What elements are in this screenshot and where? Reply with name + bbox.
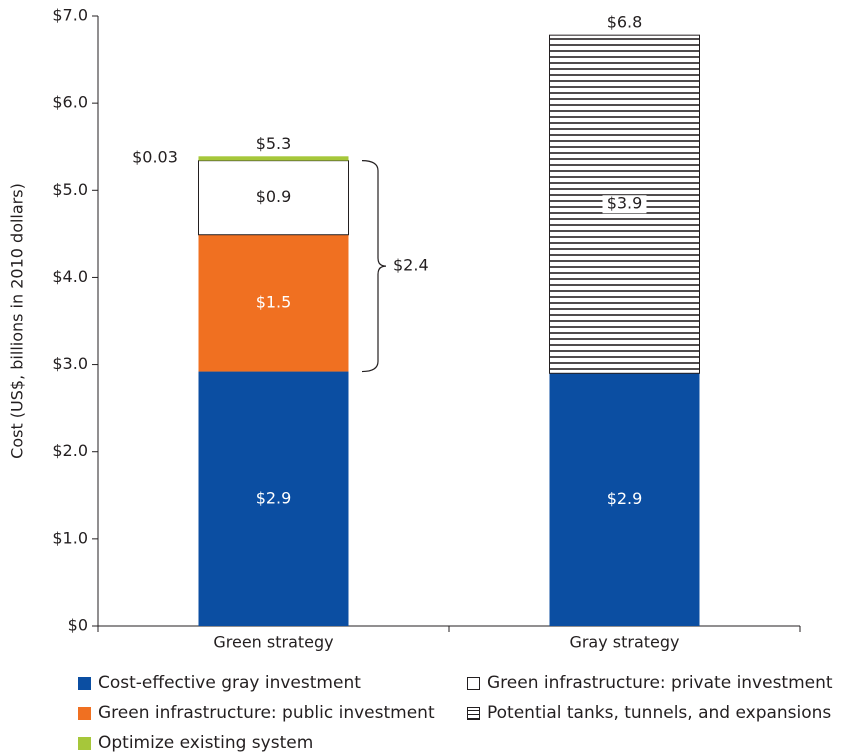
annotations: $0.03 $2.4 [132, 148, 429, 373]
x-tick-label: Green strategy [213, 633, 333, 652]
axes: $0 $1.0 $2.0 $3.0 $4.0 $5.0 $6.0 $7.0 Green stra… [8, 6, 801, 652]
label-backdrop [602, 195, 647, 214]
legend-swatch [78, 706, 91, 720]
optimize-value-label: $0.03 [132, 148, 178, 167]
legend-swatch [467, 676, 480, 690]
data-labels: $2.9 $1.5 $0.9 $5.3 $2.9 $3.9 $6.8 [256, 13, 647, 508]
legend-label: Optimize existing system [98, 733, 314, 753]
x-tick-label: Gray strategy [569, 633, 679, 652]
legend-label: Green infrastructure: public investment [98, 703, 435, 723]
legend-item-private-investment: Green infrastructure: private investment [467, 673, 833, 693]
y-tick-label: $7.0 [52, 6, 88, 25]
data-label: $3.9 [607, 194, 643, 213]
y-tick-label: $6.0 [52, 93, 88, 112]
bar-segment-public [198, 234, 349, 372]
data-label: $1.5 [256, 293, 292, 312]
bar-segment-gray_inv [198, 371, 349, 626]
total-label: $6.8 [607, 13, 643, 32]
y-tick-label: $1.0 [52, 528, 88, 547]
bar-segment-optimize [198, 156, 349, 161]
data-label: $0.9 [256, 187, 292, 206]
legend-item-optimize: Optimize existing system [78, 733, 313, 753]
legend-swatch [78, 736, 91, 750]
legend-swatch-hatched [467, 706, 480, 720]
legend-swatch [78, 676, 91, 690]
legend-item-gray-investment: Cost-effective gray investment [78, 673, 361, 693]
data-label: $2.9 [607, 489, 643, 508]
legend-item-tanks-tunnels: Potential tanks, tunnels, and expansions [467, 703, 831, 723]
y-tick-label: $5.0 [52, 180, 88, 199]
chart-canvas: $0 $1.0 $2.0 $3.0 $4.0 $5.0 $6.0 $7.0 Green stra… [8, 6, 801, 652]
legend-label: Potential tanks, tunnels, and expansions [487, 703, 832, 723]
bars [198, 34, 700, 626]
total-label: $5.3 [256, 134, 292, 153]
y-tick-label: $4.0 [52, 267, 88, 286]
bracket-value-label: $2.4 [393, 256, 429, 275]
y-tick-label: $3.0 [52, 354, 88, 373]
legend-item-public-investment: Green infrastructure: public investment [78, 703, 435, 723]
legend-label: Cost-effective gray investment [98, 673, 361, 693]
brace-bracket [361, 160, 387, 373]
bar-segment-private [198, 160, 349, 236]
bar-segment-gray_inv [549, 373, 700, 626]
legend-label: Green infrastructure: private investment [487, 673, 833, 693]
y-axis-title: Cost (US$, billions in 2010 dollars) [8, 183, 27, 459]
data-label: $2.9 [256, 488, 292, 507]
y-tick-label: $2.0 [52, 441, 88, 460]
y-tick-label: $0 [68, 616, 88, 635]
